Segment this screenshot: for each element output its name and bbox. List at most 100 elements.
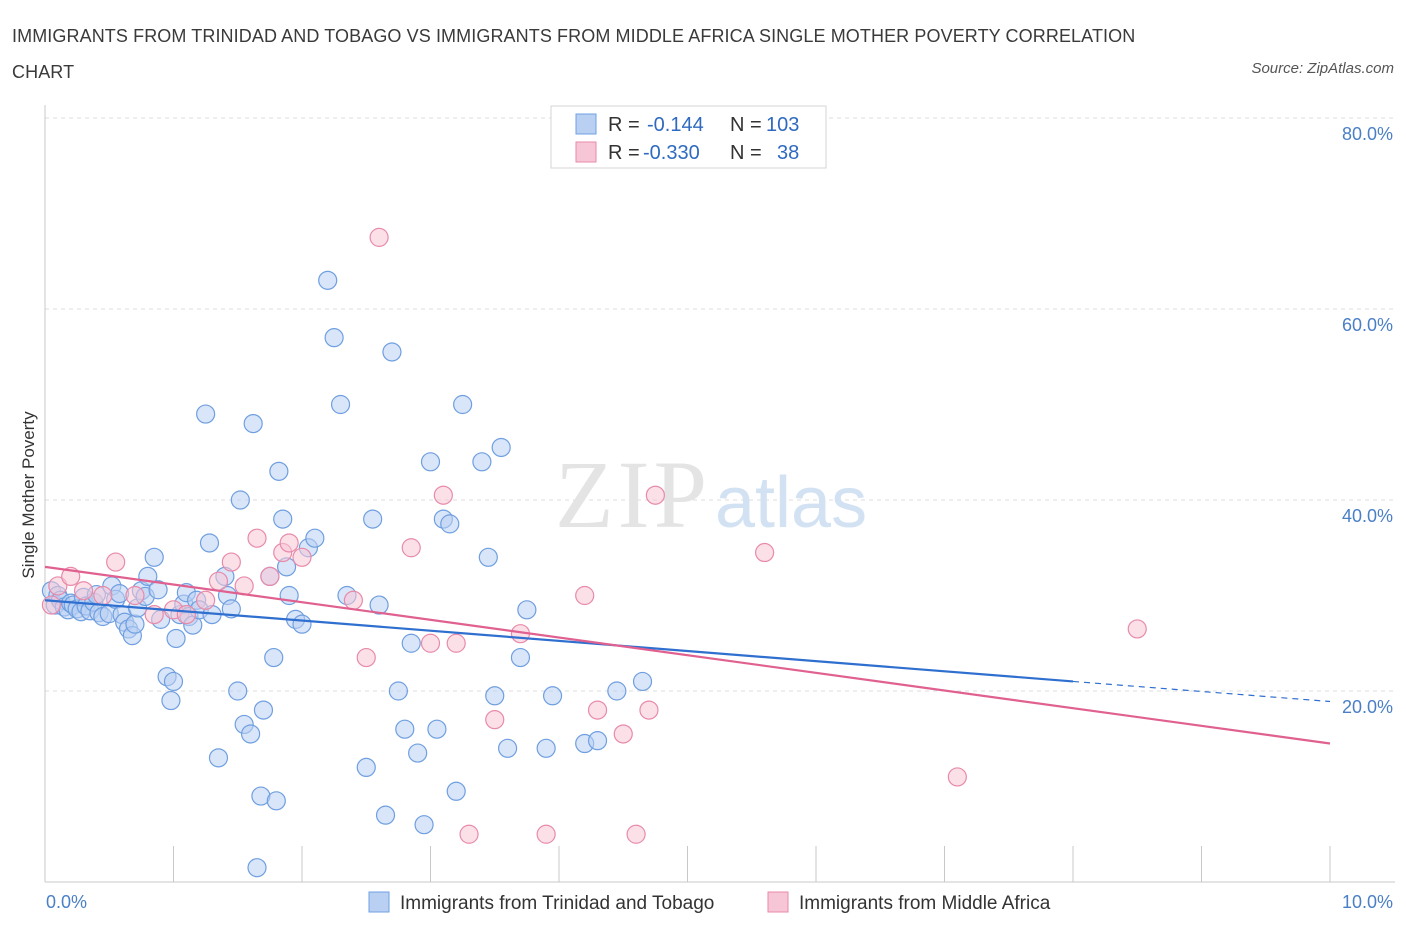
legend-r-label-1: R = [608,114,640,136]
point-middle-africa [196,590,216,610]
point-trinidad [166,628,186,649]
point-trinidad [395,719,415,739]
point-trinidad [472,452,492,472]
point-trinidad [148,580,168,600]
legend-n-value-2: 38 [777,142,799,164]
point-trinidad [208,748,229,768]
point-trinidad [196,404,216,424]
bottom-legend-swatch-trinidad [368,891,390,913]
bottom-legend-label-middle-africa: Immigrants from Middle Africa [799,893,1051,914]
legend-box: R = -0.144 N = 103 R = -0.330 N = 38 [550,105,827,169]
trend-line-trinidad-extension [1072,680,1331,703]
point-trinidad [542,686,563,706]
point-middle-africa [176,604,196,625]
point-trinidad [161,690,181,711]
point-middle-africa [575,585,595,606]
point-trinidad [266,791,286,811]
point-middle-africa [536,824,556,844]
legend-r-value-1: -0.144 [647,114,704,136]
point-trinidad [427,719,447,739]
point-middle-africa [459,824,479,844]
point-trinidad [485,686,505,706]
point-middle-africa [260,566,280,587]
point-middle-africa [221,552,241,572]
point-middle-africa [587,700,608,720]
point-middle-africa [639,700,659,720]
point-trinidad [382,342,402,362]
point-trinidad [414,815,434,835]
point-trinidad [491,437,511,458]
point-trinidad [163,671,184,692]
point-trinidad [318,270,338,290]
point-trinidad [125,614,145,634]
point-middle-africa [234,576,254,596]
point-trinidad [375,805,396,825]
data-points [41,227,1147,878]
legend-n-label-2: N = [730,142,762,164]
point-trinidad [241,724,261,744]
point-trinidad [269,461,289,481]
point-middle-africa [208,571,229,591]
point-middle-africa [106,552,126,572]
point-trinidad [243,414,263,434]
y-tick-label: 80.0% [1342,124,1393,144]
chart-source: Source: ZipAtlas.com [1251,60,1394,77]
legend-swatch-middle-africa [575,141,597,163]
y-axis-label: Single Mother Poverty [19,411,38,579]
point-trinidad [408,743,428,763]
point-trinidad [478,547,498,567]
legend-n-label-1: N = [730,114,762,136]
watermark-zip: ZIP [555,441,711,548]
watermark-atlas: atlas [715,463,867,543]
point-middle-africa [343,590,363,610]
x-tick-labels: 0.0% 10.0% [46,892,1393,912]
point-middle-africa [1127,619,1147,639]
point-trinidad [199,533,220,553]
point-middle-africa [356,647,376,668]
point-trinidad [369,595,389,615]
gridlines [45,117,1395,692]
point-trinidad [230,490,250,510]
legend-r-value-2: -0.330 [643,142,700,164]
point-trinidad [632,671,653,692]
point-trinidad [330,394,351,415]
point-middle-africa [369,227,389,247]
y-tick-label: 20.0% [1342,697,1393,717]
point-trinidad [446,781,466,801]
point-middle-africa [48,576,68,596]
point-trinidad [247,858,267,878]
point-middle-africa [613,724,633,744]
trend-line-middle-africa [44,565,1331,745]
bottom-legend-label-trinidad: Immigrants from Trinidad and Tobago [400,893,714,914]
bottom-legend-swatch-middle-africa [767,891,789,913]
point-trinidad [420,452,441,472]
point-middle-africa [73,581,94,601]
point-middle-africa [420,633,441,653]
point-trinidad [587,731,608,751]
point-middle-africa [125,585,145,606]
point-trinidad [305,528,325,548]
point-trinidad [264,647,284,668]
point-trinidad [253,700,274,720]
point-trinidad [401,633,421,653]
point-middle-africa [645,485,665,505]
point-middle-africa [433,485,453,505]
y-tick-label: 40.0% [1342,506,1393,526]
legend-n-value-1: 103 [766,114,799,136]
point-middle-africa [947,767,967,787]
point-trinidad [144,547,164,567]
x-tick-label: 10.0% [1342,892,1393,912]
point-trinidad [510,647,531,668]
point-middle-africa [247,528,267,548]
point-trinidad [228,681,248,701]
point-trinidad [292,614,312,634]
point-trinidad [498,738,518,758]
point-trinidad [517,600,537,620]
point-middle-africa [485,710,505,730]
point-middle-africa [279,533,299,553]
legend-swatch-trinidad [575,113,597,135]
bottom-legend: Immigrants from Trinidad and Tobago Immi… [368,891,1051,914]
legend-r-label-2: R = [608,142,640,164]
y-tick-label: 60.0% [1342,315,1393,335]
